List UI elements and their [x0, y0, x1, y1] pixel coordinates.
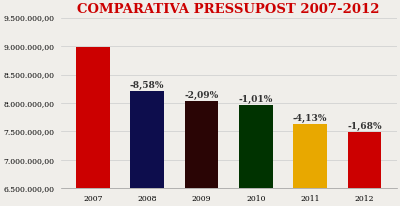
Text: -2,09%: -2,09%: [184, 91, 218, 100]
Text: -4,13%: -4,13%: [293, 114, 327, 123]
Bar: [348, 132, 381, 206]
Bar: [293, 124, 327, 206]
Text: -8,58%: -8,58%: [130, 81, 164, 90]
Bar: [239, 105, 273, 206]
Bar: [76, 47, 110, 206]
Text: -1,68%: -1,68%: [347, 122, 382, 131]
Bar: [130, 91, 164, 206]
Bar: [185, 101, 218, 206]
Title: COMPARATIVA PRESSUPOST 2007-2012: COMPARATIVA PRESSUPOST 2007-2012: [77, 4, 380, 16]
Text: -1,01%: -1,01%: [238, 95, 273, 104]
